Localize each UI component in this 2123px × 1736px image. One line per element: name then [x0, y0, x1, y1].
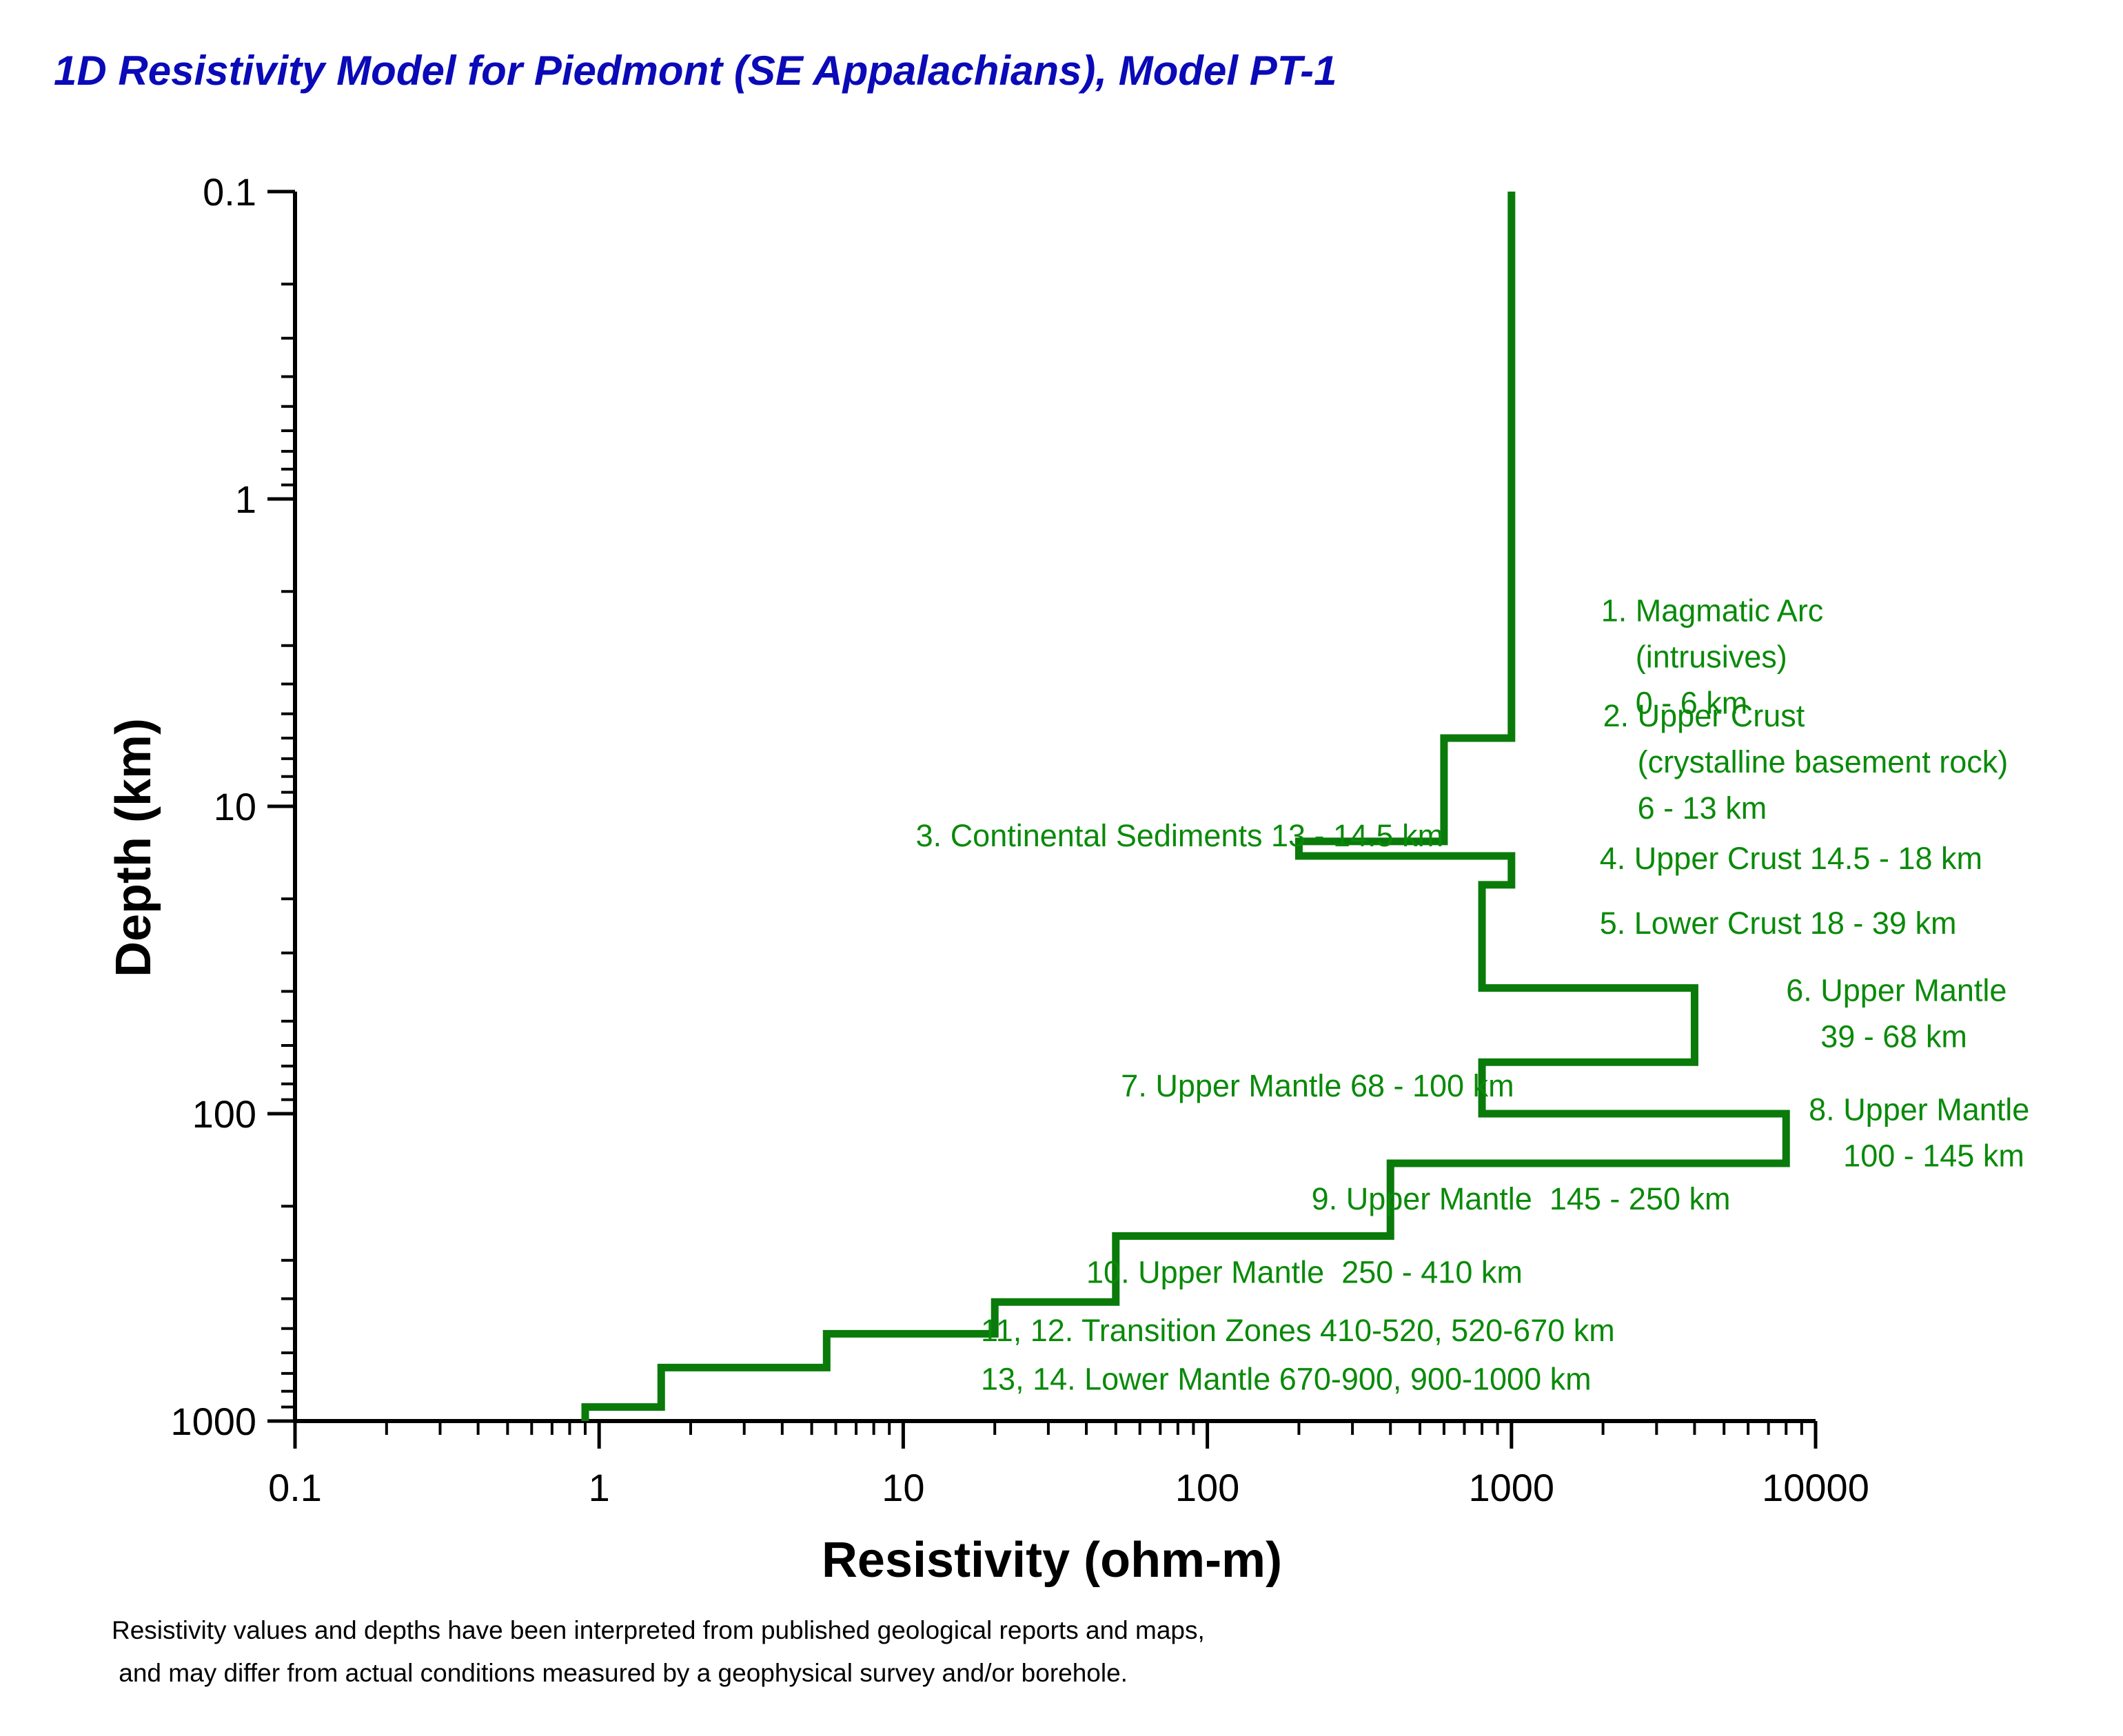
layer-label: 11, 12. Transition Zones 410-520, 520-67… [981, 1313, 1615, 1348]
x-tick-label: 100 [1175, 1466, 1239, 1509]
x-tick-label: 1000 [1469, 1466, 1555, 1509]
footnote-line: and may differ from actual conditions me… [112, 1659, 1128, 1687]
y-tick-label: 1 [235, 478, 256, 521]
layer-label-line: 10. Upper Mantle 250 - 410 km [1086, 1254, 1523, 1289]
y-axis-title: Depth (km) [106, 718, 161, 977]
layer-label-line: 6 - 13 km [1603, 790, 1767, 826]
layer-label-line: 2. Upper Crust [1603, 698, 1805, 733]
x-tick-label: 1 [589, 1466, 610, 1509]
footnote: Resistivity values and depths have been … [112, 1616, 1205, 1687]
layer-label: 3. Continental Sediments 13 - 14.5 km [916, 818, 1443, 853]
layer-label-line: 11, 12. Transition Zones 410-520, 520-67… [981, 1313, 1615, 1348]
layer-label-line: (crystalline basement rock) [1603, 744, 2009, 779]
layer-label-line: 5. Lower Crust 18 - 39 km [1600, 906, 1957, 941]
series-layer [581, 192, 1790, 1421]
layer-label-line: 3. Continental Sediments 13 - 14.5 km [916, 818, 1443, 853]
axes: 0.1 1 10 100 1000 10000 0.1 1 10 100 1000 [170, 170, 1869, 1509]
layer-label-line: 8. Upper Mantle [1809, 1092, 2029, 1127]
layer-label-line: 0 - 6 km [1601, 685, 1748, 720]
y-tick-label: 100 [192, 1092, 256, 1136]
layer-label-line: 4. Upper Crust 14.5 - 18 km [1600, 841, 1982, 876]
y-tick-label: 1000 [170, 1400, 256, 1443]
layer-label-line: 9. Upper Mantle 145 - 250 km [1312, 1181, 1731, 1216]
x-tick-label: 10 [882, 1466, 924, 1509]
layer-annotations: 1. Magmatic Arc (intrusives) 0 - 6 km2. … [916, 593, 2030, 1396]
layer-label: 5. Lower Crust 18 - 39 km [1600, 906, 1957, 941]
layer-label-line: 13, 14. Lower Mantle 670-900, 900-1000 k… [981, 1361, 1592, 1396]
layer-label: 8. Upper Mantle 100 - 145 km [1809, 1092, 2029, 1173]
layer-label: 4. Upper Crust 14.5 - 18 km [1600, 841, 1982, 876]
footnote-line: Resistivity values and depths have been … [112, 1616, 1205, 1644]
layer-label: 10. Upper Mantle 250 - 410 km [1086, 1254, 1523, 1289]
layer-label-line: 1. Magmatic Arc [1601, 593, 1824, 628]
layer-label-line: 6. Upper Mantle [1786, 973, 2007, 1008]
layer-label: 7. Upper Mantle 68 - 100 km [1121, 1068, 1514, 1103]
layer-label: 13, 14. Lower Mantle 670-900, 900-1000 k… [981, 1361, 1592, 1396]
layer-label-line: 7. Upper Mantle 68 - 100 km [1121, 1068, 1514, 1103]
layer-label: 6. Upper Mantle 39 - 68 km [1786, 973, 2007, 1054]
layer-label: 2. Upper Crust (crystalline basement roc… [1603, 698, 2009, 826]
y-tick-label: 10 [214, 785, 256, 828]
layer-label-line: 100 - 145 km [1809, 1138, 2024, 1173]
layer-label: 1. Magmatic Arc (intrusives) 0 - 6 km [1601, 593, 1824, 720]
x-tick-label: 0.1 [268, 1466, 322, 1509]
x-axis-title: Resistivity (ohm-m) [822, 1533, 1282, 1588]
resistivity-step-line [581, 192, 1790, 1421]
layer-label-line: 39 - 68 km [1786, 1019, 1967, 1054]
y-tick-label: 0.1 [203, 170, 256, 214]
chart-title: 1D Resistivity Model for Piedmont (SE Ap… [54, 48, 1337, 94]
layer-label-line: (intrusives) [1601, 639, 1787, 674]
layer-label: 9. Upper Mantle 145 - 250 km [1312, 1181, 1731, 1216]
x-tick-label: 10000 [1762, 1466, 1869, 1509]
